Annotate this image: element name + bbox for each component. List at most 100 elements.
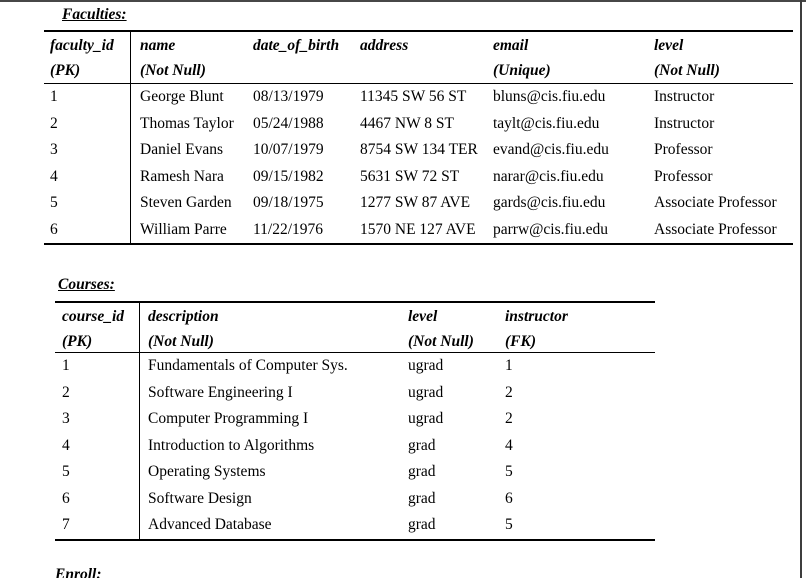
cell-address: 1570 NE 127 AVE (360, 220, 476, 238)
cell-level: grad (408, 463, 436, 480)
courses-section-title: Courses: (58, 276, 115, 293)
courses-header-description: description (Not Null) (140, 303, 406, 352)
cell-address: 4467 NW 8 ST (360, 114, 455, 132)
cell-date-of-birth: 11/22/1976 (253, 220, 324, 238)
cell-date-of-birth: 10/07/1979 (253, 141, 324, 158)
table-row: 5 Steven Garden 09/18/1975 1277 SW 87 AV… (44, 190, 793, 217)
table-row: 6 William Parre 11/22/1976 1570 NE 127 A… (44, 216, 793, 243)
faculties-header-email: email (Unique) (491, 32, 652, 83)
cell-course-id: 1 (55, 353, 140, 380)
column-name: date_of_birth (253, 37, 340, 54)
table-row: 2 Thomas Taylor 05/24/1988 4467 NW 8 ST … (44, 110, 793, 137)
cell-instructor: 2 (505, 383, 513, 401)
column-name: instructor (505, 308, 568, 325)
cell-course-id: 6 (55, 485, 140, 512)
courses-header-level: level (Not Null) (406, 303, 503, 352)
column-constraint: (FK) (505, 333, 536, 350)
column-name: level (654, 37, 684, 54)
column-constraint: (Not Null) (140, 62, 206, 79)
column-name: faculty_id (50, 37, 114, 54)
table-row: 4 Introduction to Algorithms grad 4 (55, 432, 655, 459)
table-row: 2 Software Engineering I ugrad 2 (55, 379, 655, 406)
cell-level: Professor (654, 141, 713, 158)
cell-faculty-id: 2 (44, 110, 131, 137)
cell-description: Introduction to Algorithms (148, 436, 315, 454)
cell-name: Thomas Taylor (140, 114, 234, 132)
cell-address: 5631 SW 72 ST (360, 167, 460, 185)
column-constraint: (Unique) (493, 62, 551, 79)
cell-name: Steven Garden (140, 194, 232, 211)
cell-level: ugrad (408, 410, 444, 427)
cell-faculty-id: 5 (44, 190, 131, 217)
cell-faculty-id: 4 (44, 163, 131, 190)
faculties-table: faculty_id (PK) name (Not Null) date_of_… (44, 30, 793, 245)
cell-instructor: 4 (505, 436, 513, 454)
cell-name: George Blunt (140, 88, 224, 105)
column-name: description (148, 308, 219, 325)
cell-address: 1277 SW 87 AVE (360, 194, 471, 211)
courses-table: course_id (PK) description (Not Null) le… (55, 301, 655, 541)
courses-header-course-id: course_id (PK) (55, 303, 140, 352)
cell-description: Operating Systems (148, 463, 266, 480)
cell-name: Daniel Evans (140, 141, 224, 158)
faculties-header-faculty-id: faculty_id (PK) (44, 32, 131, 83)
cell-instructor: 1 (505, 357, 513, 374)
table-row: 5 Operating Systems grad 5 (55, 459, 655, 486)
column-name: level (408, 308, 438, 325)
courses-header-instructor: instructor (FK) (503, 303, 655, 352)
cell-instructor: 2 (505, 410, 513, 427)
cell-description: Computer Programming I (148, 410, 309, 427)
cell-level: grad (408, 489, 436, 507)
cell-date-of-birth: 09/15/1982 (253, 167, 324, 185)
cell-level: grad (408, 436, 436, 454)
column-constraint: (Not Null) (654, 62, 720, 79)
cell-level: grad (408, 516, 436, 533)
cell-level: ugrad (408, 357, 444, 374)
cell-course-id: 5 (55, 459, 140, 486)
cell-description: Advanced Database (148, 516, 272, 533)
page-top-rule (0, 0, 806, 2)
enroll-section-title: Enroll: (55, 566, 102, 578)
column-constraint: (Not Null) (148, 333, 214, 350)
column-name: course_id (62, 308, 124, 325)
cell-address: 11345 SW 56 ST (360, 88, 467, 105)
cell-description: Software Design (148, 489, 252, 507)
faculties-section-title: Faculties: (62, 6, 127, 23)
faculties-header-row: faculty_id (PK) name (Not Null) date_of_… (44, 32, 793, 84)
page-right-edge (800, 0, 802, 578)
cell-description: Fundamentals of Computer Sys. (148, 357, 348, 374)
table-row: 3 Computer Programming I ugrad 2 (55, 406, 655, 433)
courses-header-row: course_id (PK) description (Not Null) le… (55, 303, 655, 353)
column-constraint: (PK) (50, 62, 81, 79)
faculties-header-address: address (358, 32, 491, 83)
cell-instructor: 5 (505, 516, 513, 533)
cell-email: bluns@cis.fiu.edu (493, 88, 606, 105)
cell-email: evand@cis.fiu.edu (493, 141, 609, 158)
cell-email: narar@cis.fiu.edu (493, 167, 604, 185)
cell-email: parrw@cis.fiu.edu (493, 220, 608, 238)
table-row: 7 Advanced Database grad 5 (55, 512, 655, 539)
faculties-header-date-of-birth: date_of_birth (251, 32, 358, 83)
cell-date-of-birth: 05/24/1988 (253, 114, 324, 132)
faculties-header-name: name (Not Null) (131, 32, 251, 83)
table-row: 3 Daniel Evans 10/07/1979 8754 SW 134 TE… (44, 137, 793, 164)
column-name: address (360, 37, 409, 54)
table-row: 4 Ramesh Nara 09/15/1982 5631 SW 72 ST n… (44, 163, 793, 190)
cell-email: taylt@cis.fiu.edu (493, 114, 600, 132)
cell-instructor: 5 (505, 463, 513, 480)
column-constraint: (PK) (62, 333, 93, 350)
table-row: 1 Fundamentals of Computer Sys. ugrad 1 (55, 353, 655, 380)
cell-email: gards@cis.fiu.edu (493, 194, 606, 211)
cell-course-id: 2 (55, 379, 140, 406)
cell-faculty-id: 1 (44, 84, 131, 111)
cell-faculty-id: 3 (44, 137, 131, 164)
faculties-header-level: level (Not Null) (652, 32, 793, 83)
cell-course-id: 4 (55, 432, 140, 459)
cell-level: Associate Professor (654, 194, 777, 211)
cell-name: William Parre (140, 220, 227, 238)
cell-date-of-birth: 08/13/1979 (253, 88, 324, 105)
cell-course-id: 3 (55, 406, 140, 433)
cell-course-id: 7 (55, 512, 140, 539)
cell-instructor: 6 (505, 489, 513, 507)
